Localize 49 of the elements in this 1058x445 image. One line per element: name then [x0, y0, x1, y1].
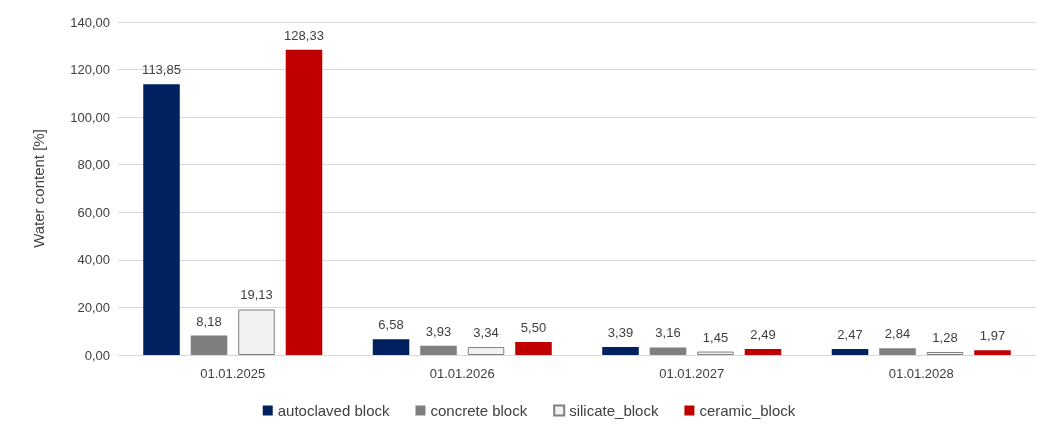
x-tick-label: 01.01.2026 [429, 366, 495, 381]
bar [649, 347, 687, 355]
bar [467, 347, 505, 355]
data-label: 3,93 [425, 323, 452, 339]
bar [974, 350, 1011, 355]
y-tick-label: 0,00 [84, 347, 110, 363]
bar [879, 348, 916, 355]
data-label: 3,34 [473, 325, 499, 341]
bar [744, 349, 782, 355]
data-label: 1,28 [932, 329, 958, 345]
x-tick-label: 01.01.2028 [888, 366, 954, 381]
data-label: 2,47 [837, 327, 863, 343]
data-label: 5,50 [520, 319, 547, 335]
bar [143, 84, 180, 355]
data-label: 113,85 [142, 62, 181, 78]
bar [420, 345, 457, 355]
bar [831, 349, 869, 355]
data-label: 2,49 [750, 327, 776, 343]
y-tick-label: 100,00 [70, 109, 110, 125]
bar [515, 341, 552, 355]
bar [238, 309, 275, 355]
bar [190, 335, 228, 355]
y-tick-label: 80,00 [77, 157, 110, 173]
bar [926, 351, 964, 355]
bar [372, 339, 410, 355]
legend-label: concrete block [430, 402, 528, 419]
y-tick-label: 60,00 [77, 204, 110, 220]
data-label: 8,18 [196, 313, 222, 329]
data-label: 3,16 [655, 325, 681, 341]
bar [697, 351, 734, 355]
bar [602, 346, 639, 355]
data-label: 19,13 [240, 287, 273, 303]
legend-label: autoclaved block [277, 402, 390, 419]
data-label: 6,58 [378, 317, 404, 333]
data-label: 128,33 [284, 27, 324, 43]
data-label: 1,45 [702, 329, 729, 345]
data-label: 2,84 [884, 326, 911, 342]
y-tick-label: 140,00 [70, 14, 110, 30]
legend-label: silicate_block [569, 402, 659, 419]
bar [285, 49, 323, 355]
data-label: 1,97 [979, 328, 1006, 344]
y-tick-label: 120,00 [70, 62, 110, 78]
x-tick-label: 01.01.2025 [200, 366, 266, 381]
y-tick-label: 20,00 [77, 299, 110, 315]
x-tick-label: 01.01.2027 [659, 366, 725, 381]
y-axis-title: Water content [%] [30, 129, 47, 248]
data-label: 3,39 [607, 324, 634, 340]
y-tick-label: 40,00 [77, 252, 110, 268]
legend-label: ceramic_block [699, 402, 796, 419]
